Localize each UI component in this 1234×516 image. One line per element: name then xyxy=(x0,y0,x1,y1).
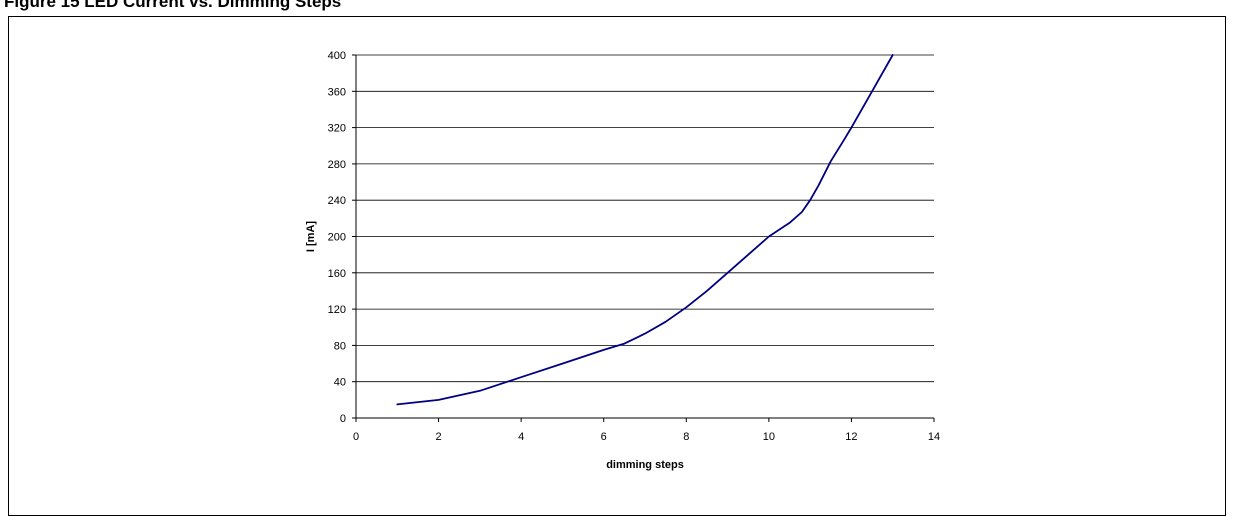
y-tick-label-80: 80 xyxy=(334,340,346,352)
y-tick-label-40: 40 xyxy=(334,377,346,389)
series-layer xyxy=(396,54,894,406)
y-tick-label-160: 160 xyxy=(328,268,346,280)
y-tick-label-400: 400 xyxy=(328,50,346,62)
y-tick-label-200: 200 xyxy=(328,232,346,244)
y-tick-label-360: 360 xyxy=(328,86,346,98)
line-chart: 0 40 80 120 160 200 240 280 320 360 400 0 2 4 6 8 10 12 14… xyxy=(305,50,940,471)
x-tick-label-12: 12 xyxy=(845,431,857,443)
x-tick-label-4: 4 xyxy=(518,431,524,443)
x-tick-label-10: 10 xyxy=(763,431,775,443)
x-tick-label-8: 8 xyxy=(683,431,689,443)
series-line-0 xyxy=(396,54,894,406)
x-tick-label-6: 6 xyxy=(601,431,607,443)
y-tick-label-0: 0 xyxy=(340,413,346,425)
y-axis-title: I [mA] xyxy=(305,221,317,253)
x-tick-label-2: 2 xyxy=(436,431,442,443)
x-tick-label-14: 14 xyxy=(928,431,940,443)
tick-labels: 0 40 80 120 160 200 240 280 320 360 400 0 2 4 6 8 10 12 14 xyxy=(328,50,940,443)
x-tick-label-0: 0 xyxy=(353,431,359,443)
axes xyxy=(352,54,935,422)
y-tick-label-280: 280 xyxy=(328,159,346,171)
figure-heading: Figure 15 LED Current vs. Dimming Steps xyxy=(4,0,342,11)
y-tick-label-320: 320 xyxy=(328,123,346,135)
y-tick-label-240: 240 xyxy=(328,195,346,207)
y-tick-label-120: 120 xyxy=(328,304,346,316)
x-axis-title: dimming steps xyxy=(606,459,684,471)
gridlines xyxy=(356,54,934,383)
